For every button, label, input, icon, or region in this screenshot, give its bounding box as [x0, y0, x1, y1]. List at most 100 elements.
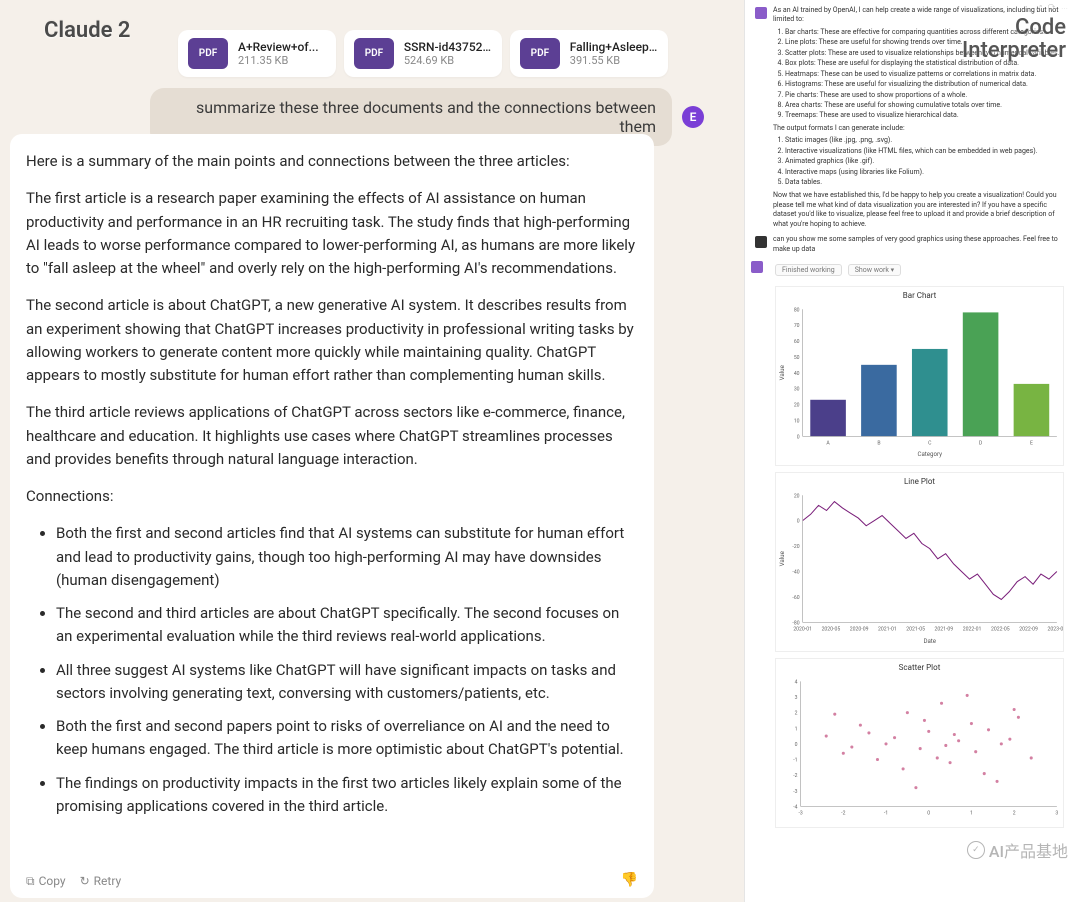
watermark: ✓ AI产品基地: [967, 838, 1068, 862]
list-item: Interactive maps (using libraries like F…: [785, 168, 1070, 177]
user-avatar[interactable]: E: [682, 106, 704, 128]
copy-icon: ⧉: [26, 872, 35, 891]
pdf-icon: PDF: [520, 38, 560, 69]
scatter-chart: Scatter Plot -4-3-2-101234-3-2-10123: [775, 658, 1064, 828]
chart-title: Bar Chart: [776, 287, 1063, 302]
svg-text:4: 4: [795, 679, 798, 685]
svg-text:2022-05: 2022-05: [991, 627, 1010, 633]
bar-chart: Bar Chart 01020304050607080ABCDECategory…: [775, 286, 1064, 466]
chart-title: Line Plot: [776, 473, 1063, 488]
svg-text:1: 1: [795, 726, 798, 732]
file-chip[interactable]: PDF A+Review+of... 211.35 KB: [178, 30, 336, 77]
bot-outro: Now that we have established this, I'd b…: [773, 191, 1070, 229]
connections-label: Connections:: [26, 485, 638, 508]
svg-text:3: 3: [1055, 811, 1058, 817]
code-interpreter-title: Code Interpreter: [962, 16, 1066, 62]
list-item: Both the first and second articles find …: [56, 522, 638, 592]
svg-text:3: 3: [795, 695, 798, 701]
svg-text:-60: -60: [792, 595, 799, 601]
svg-text:-40: -40: [792, 570, 799, 576]
svg-text:B: B: [877, 441, 880, 447]
copy-label: Copy: [39, 872, 66, 891]
svg-text:Value: Value: [779, 550, 786, 566]
bot-avatar-icon: [751, 261, 763, 273]
list-item: The findings on productivity impacts in …: [56, 772, 638, 819]
list-item: The second and third articles are about …: [56, 602, 638, 649]
list-item: Histograms: These are useful for visuali…: [785, 80, 1070, 89]
svg-text:40: 40: [794, 371, 800, 377]
pdf-icon: PDF: [188, 38, 228, 69]
svg-text:0: 0: [795, 742, 798, 748]
formats-list: Static images (like .jpg, .png, .svg). I…: [773, 136, 1070, 187]
response-intro: Here is a summary of the main points and…: [26, 150, 638, 173]
list-item: All three suggest AI systems like ChatGP…: [56, 659, 638, 706]
svg-text:50: 50: [794, 355, 800, 361]
file-size: 524.69 KB: [404, 54, 492, 67]
svg-text:-1: -1: [884, 811, 888, 817]
svg-text:-2: -2: [793, 773, 797, 779]
list-item: Treemaps: These are used to visualize hi…: [785, 111, 1070, 120]
response-p1: The first article is a research paper ex…: [26, 187, 638, 280]
list-item: Animated graphics (like .gif).: [785, 157, 1070, 166]
svg-text:2020-09: 2020-09: [850, 627, 869, 633]
retry-button[interactable]: ↻ Retry: [80, 872, 122, 891]
svg-text:10: 10: [794, 419, 800, 425]
file-name: Falling+Asleep...: [570, 40, 658, 54]
file-chip[interactable]: PDF SSRN-id43752... 524.69 KB: [344, 30, 502, 77]
list-item: Heatmaps: These can be used to visualize…: [785, 70, 1070, 79]
svg-text:-4: -4: [793, 805, 797, 811]
list-item: Interactive visualizations (like HTML fi…: [785, 147, 1070, 156]
svg-text:20: 20: [794, 493, 800, 499]
svg-text:-80: -80: [792, 620, 799, 626]
svg-text:Value: Value: [779, 364, 786, 380]
svg-text:-2: -2: [841, 811, 845, 817]
file-chip[interactable]: PDF Falling+Asleep... 391.55 KB: [510, 30, 668, 77]
list-item: Area charts: These are useful for showin…: [785, 101, 1070, 110]
window-controls[interactable]: ⤢ ⟳ ⋯: [1036, 4, 1070, 13]
copy-button[interactable]: ⧉ Copy: [26, 872, 66, 891]
svg-text:Category: Category: [917, 451, 942, 458]
response-footer: ⧉ Copy ↻ Retry 👎: [26, 870, 638, 892]
svg-text:30: 30: [794, 387, 800, 393]
svg-text:0: 0: [797, 519, 800, 525]
file-size: 391.55 KB: [570, 54, 658, 67]
response-p3: The third article reviews applications o…: [26, 401, 638, 471]
connections-list: Both the first and second articles find …: [26, 522, 638, 818]
assistant-response: Here is a summary of the main points and…: [10, 134, 654, 898]
svg-text:0: 0: [927, 811, 930, 817]
chart-title: Scatter Plot: [776, 659, 1063, 674]
svg-text:-3: -3: [798, 811, 802, 817]
line-chart: Line Plot -80-60-40-200202020-012020-052…: [775, 472, 1064, 652]
retry-icon: ↻: [80, 872, 90, 891]
svg-text:-1: -1: [793, 758, 797, 764]
svg-text:2021-01: 2021-01: [878, 627, 897, 633]
svg-text:2022-01: 2022-01: [963, 627, 982, 633]
thumbs-down-button[interactable]: 👎: [621, 870, 638, 892]
file-size: 211.35 KB: [238, 54, 319, 67]
svg-text:2: 2: [795, 711, 798, 717]
code-interpreter-pane: ⤢ ⟳ ⋯ Code Interpreter As an AI trained …: [744, 0, 1080, 902]
svg-text:20: 20: [794, 403, 800, 409]
svg-text:60: 60: [794, 339, 800, 345]
retry-label: Retry: [94, 872, 122, 891]
svg-text:E: E: [1030, 441, 1033, 447]
svg-text:2023-01: 2023-01: [1048, 627, 1063, 633]
chart-output: Finished working Show work ▾ Bar Chart 0…: [769, 260, 1070, 828]
svg-text:-20: -20: [792, 544, 799, 550]
pdf-icon: PDF: [354, 38, 394, 69]
response-p2: The second article is about ChatGPT, a n…: [26, 294, 638, 387]
svg-text:2021-05: 2021-05: [906, 627, 925, 633]
list-item: Both the first and second papers point t…: [56, 715, 638, 762]
svg-text:-3: -3: [793, 789, 797, 795]
tab-finished[interactable]: Finished working: [775, 264, 842, 276]
file-name: A+Review+of...: [238, 40, 319, 54]
svg-text:70: 70: [794, 323, 800, 329]
svg-text:0: 0: [797, 434, 800, 440]
tab-show-work[interactable]: Show work ▾: [848, 264, 901, 276]
list-item: Data tables.: [785, 178, 1070, 187]
list-item: Pie charts: These are used to show propo…: [785, 91, 1070, 100]
file-name: SSRN-id43752...: [404, 40, 492, 54]
svg-text:A: A: [826, 441, 830, 447]
svg-text:2022-09: 2022-09: [1019, 627, 1038, 633]
svg-text:C: C: [928, 441, 932, 447]
